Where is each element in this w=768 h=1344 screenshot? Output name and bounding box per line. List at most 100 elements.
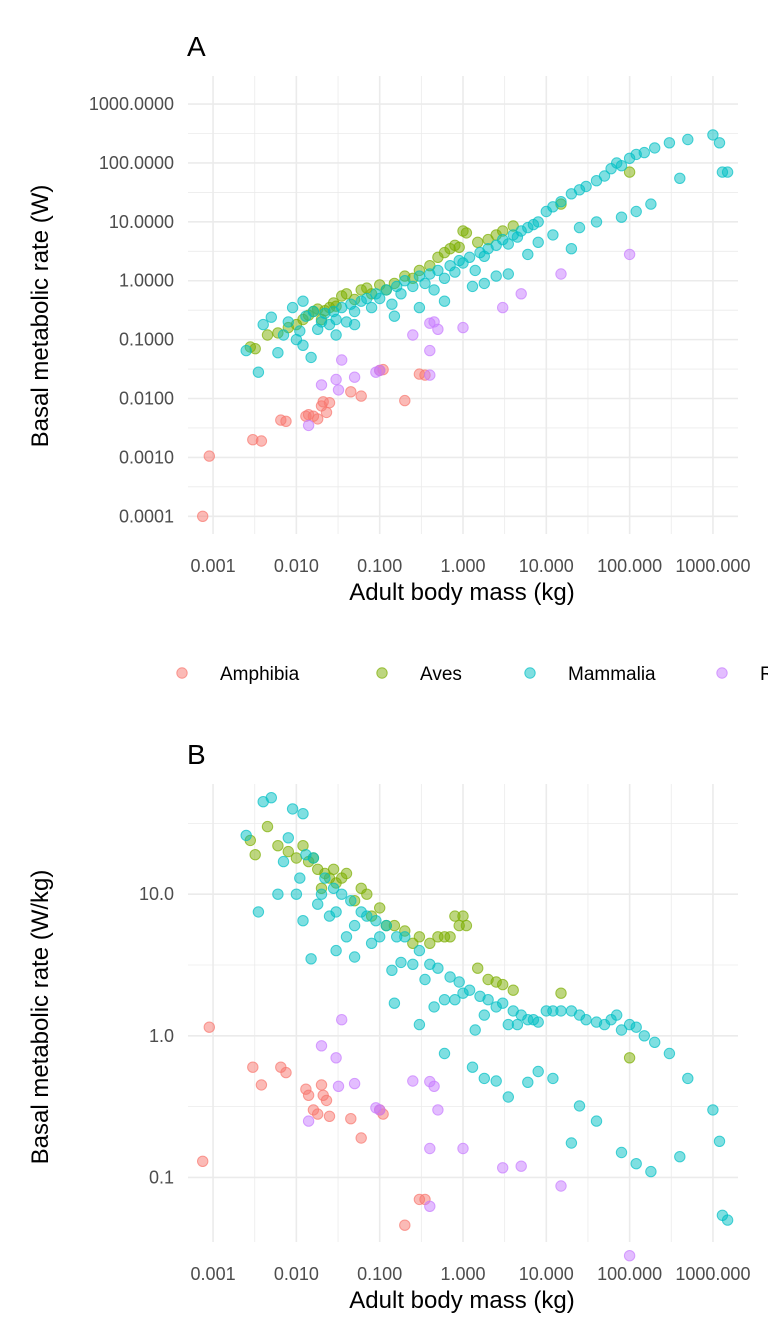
- point-mammalia: [466, 280, 479, 293]
- point-mammalia: [482, 994, 494, 1006]
- point-mammalia: [463, 251, 476, 263]
- point-reptilia: [424, 344, 436, 357]
- point-mammalia: [638, 1030, 650, 1042]
- panel-b: B 0.1 1.0 10.0 0.001 0.010 0.100 1.000 10.000 1…: [27, 739, 751, 1314]
- point-mammalia: [388, 310, 401, 322]
- point-aves: [623, 1052, 636, 1064]
- point-mammalia: [348, 951, 361, 963]
- point-amphibia: [255, 1079, 268, 1091]
- point-reptilia: [336, 1014, 348, 1026]
- point-aves: [413, 931, 426, 943]
- point-mammalia: [522, 248, 534, 261]
- point-reptilia: [424, 1142, 436, 1155]
- point-aves: [327, 863, 340, 875]
- point-mammalia: [532, 236, 544, 249]
- point-mammalia: [272, 888, 284, 900]
- point-mammalia: [413, 1018, 426, 1031]
- legend-key-amphibia: [176, 667, 188, 679]
- point-mammalia: [240, 829, 252, 842]
- y-tick-label: 0.0010: [119, 447, 174, 467]
- point-amphibia: [203, 450, 216, 462]
- point-mammalia: [294, 325, 306, 337]
- point-amphibia: [203, 1021, 216, 1033]
- point-mammalia: [573, 221, 586, 234]
- point-mammalia: [438, 994, 451, 1006]
- point-reptilia: [623, 248, 636, 261]
- legend-key-reptilia: [716, 667, 728, 679]
- point-reptilia: [374, 364, 386, 377]
- point-mammalia: [361, 292, 373, 305]
- point-amphibia: [399, 1219, 411, 1231]
- y-tick-label: 10.0000: [109, 212, 174, 232]
- point-mammalia: [707, 129, 719, 141]
- point-mammalia: [252, 906, 265, 918]
- point-mammalia: [307, 852, 320, 864]
- point-amphibia: [345, 1113, 357, 1125]
- point-mammalia: [645, 1165, 657, 1178]
- point-aves: [361, 888, 373, 900]
- point-aves: [340, 867, 353, 880]
- point-mammalia: [361, 910, 373, 922]
- point-mammalia: [713, 137, 726, 149]
- point-mammalia: [630, 1021, 642, 1033]
- point-amphibia: [320, 1094, 333, 1107]
- point-amphibia: [355, 1132, 367, 1144]
- point-mammalia: [497, 997, 509, 1009]
- point-mammalia: [547, 1072, 559, 1085]
- point-mammalia: [345, 895, 357, 907]
- point-mammalia: [315, 888, 328, 900]
- panel-a-y-tick-labels: 0.0001 0.0010 0.0100 0.1000 1.0000 10.0000 100…: [89, 94, 174, 526]
- legend-label: Aves: [420, 664, 462, 685]
- point-mammalia: [297, 915, 309, 927]
- point-mammalia: [428, 1001, 440, 1013]
- point-mammalia: [453, 976, 465, 988]
- point-mammalia: [413, 944, 426, 957]
- point-mammalia: [386, 964, 398, 976]
- point-reptilia: [497, 301, 509, 314]
- point-mammalia: [265, 792, 277, 804]
- point-mammalia: [522, 1076, 534, 1089]
- x-tick-label: 100.000: [597, 1264, 662, 1284]
- point-mammalia: [615, 1024, 628, 1036]
- point-mammalia: [252, 366, 265, 378]
- panel-b-x-axis-title: Adult body mass (kg): [349, 1287, 574, 1314]
- point-mammalia: [645, 198, 657, 210]
- point-mammalia: [272, 347, 284, 359]
- point-mammalia: [240, 344, 252, 357]
- point-mammalia: [386, 298, 398, 310]
- point-mammalia: [615, 160, 628, 172]
- point-mammalia: [502, 1091, 514, 1103]
- panel-a-title: A: [187, 31, 206, 62]
- y-tick-label: 1000.0000: [89, 94, 174, 114]
- legend: Amphibia Aves Mammalia Reptili: [176, 664, 768, 685]
- legend-item-aves: Aves: [376, 664, 462, 685]
- point-mammalia: [649, 142, 661, 154]
- point-mammalia: [663, 1047, 676, 1060]
- point-reptilia: [424, 369, 436, 381]
- point-mammalia: [407, 280, 419, 293]
- point-mammalia: [490, 270, 502, 282]
- legend-item-amphibia: Amphibia: [176, 664, 300, 685]
- point-mammalia: [330, 944, 342, 957]
- x-tick-label: 1000.000: [675, 556, 750, 576]
- legend-key-mammalia: [524, 667, 536, 679]
- point-amphibia: [315, 1079, 328, 1091]
- point-mammalia: [294, 872, 306, 884]
- point-mammalia: [630, 205, 642, 218]
- point-mammalia: [380, 284, 392, 296]
- point-mammalia: [305, 351, 317, 364]
- point-reptilia: [555, 1180, 567, 1192]
- legend-item-mammalia: Mammalia: [524, 664, 656, 685]
- point-mammalia: [348, 318, 361, 331]
- point-mammalia: [307, 305, 320, 318]
- panel-b-x-tick-labels: 0.001 0.010 0.100 1.000 10.000 100.000 1000.00…: [191, 1264, 751, 1284]
- point-mammalia: [580, 1014, 592, 1026]
- point-mammalia: [478, 1009, 490, 1021]
- point-reptilia: [515, 288, 527, 300]
- point-amphibia: [197, 510, 209, 522]
- point-reptilia: [424, 1200, 436, 1213]
- point-mammalia: [305, 953, 317, 965]
- point-mammalia: [395, 956, 407, 969]
- point-reptilia: [315, 1040, 328, 1052]
- point-aves: [457, 910, 469, 922]
